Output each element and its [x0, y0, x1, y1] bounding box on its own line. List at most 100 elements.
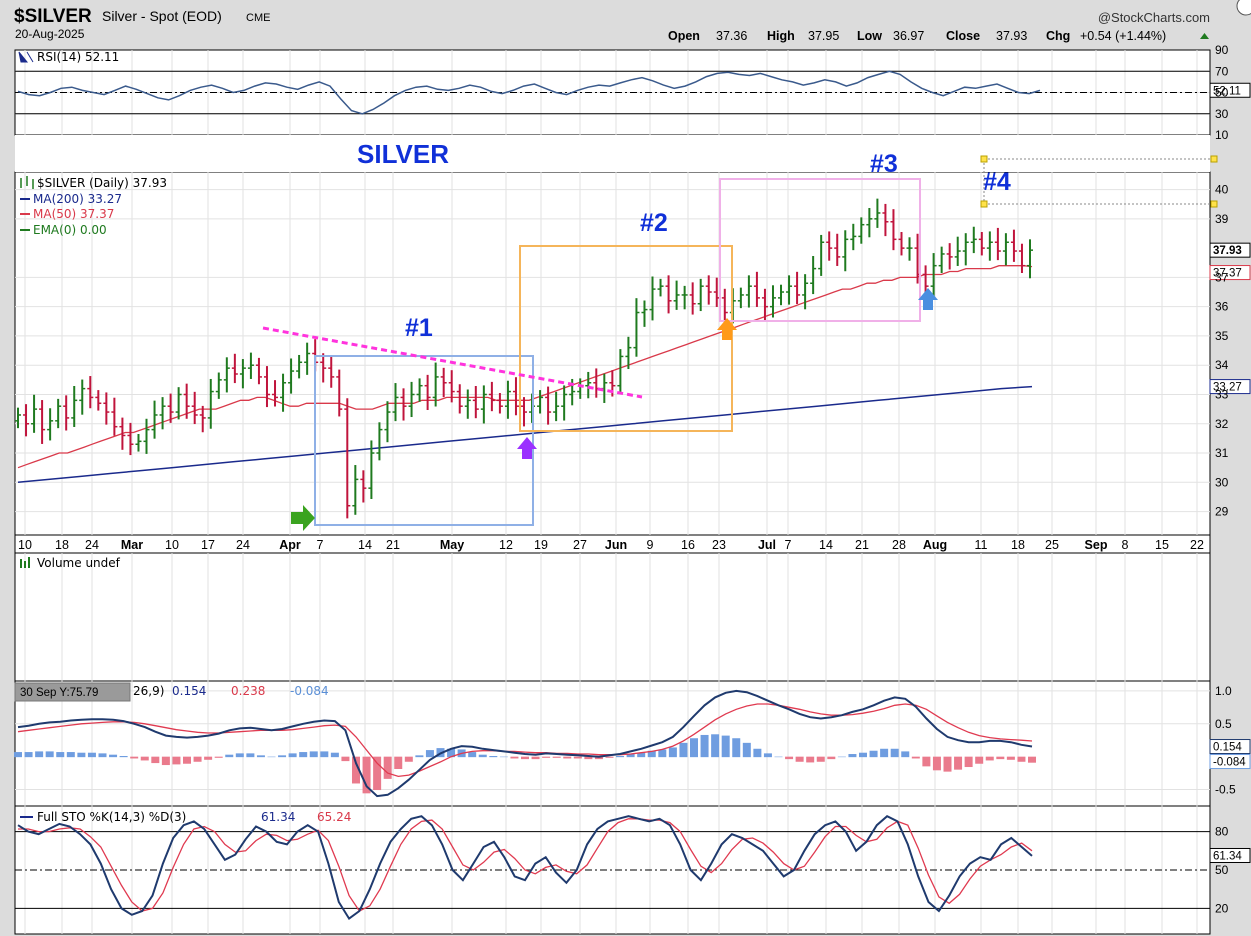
macd-hist-bar	[468, 752, 477, 758]
macd-hist-bar	[362, 756, 371, 794]
x-tick-label: 25	[1045, 538, 1059, 552]
macd-hist-bar	[901, 751, 910, 758]
box-3	[719, 178, 921, 322]
high-label: High	[767, 29, 795, 43]
macd-hist-bar	[98, 753, 107, 758]
sto-tick-label: 50	[1215, 863, 1229, 877]
macd-hist-bar	[880, 748, 889, 758]
macd-hist-bar	[309, 751, 318, 758]
macd-hist-bar	[626, 754, 635, 758]
rsi-layer: 52.11	[15, 70, 1251, 115]
macd-hist-bar	[299, 752, 308, 758]
wave-label-3: #3	[870, 150, 898, 178]
chg-label: Chg	[1046, 29, 1070, 43]
macd-tag-text: 0.154	[1213, 742, 1242, 754]
macd-legend-fragment: 26,9)	[133, 684, 164, 698]
macd-hist-bar	[753, 748, 762, 758]
macd-line	[17, 689, 1033, 798]
rsi-legend: RSI(14) 52.11	[37, 50, 119, 64]
macd-hist-bar	[225, 754, 234, 758]
axis-layer: 10 18 24 Mar 10 17 24 Apr 7 14 21 May 12 19 27 Jun 9 16 23…	[18, 43, 1236, 915]
macd-hist-bar	[278, 755, 287, 758]
macd-hist-bar	[763, 753, 772, 758]
macd-hist-bar	[563, 756, 572, 759]
corner-icon[interactable]	[1236, 0, 1251, 16]
arrow-right-green-icon	[291, 505, 315, 531]
x-tick-label: 18	[1011, 538, 1025, 552]
arrow-up-purple-icon	[517, 437, 537, 459]
volume-legend-icon	[20, 557, 30, 568]
sto-k-line	[17, 815, 1033, 921]
macd-tag	[1209, 739, 1251, 755]
macd-hist-bar	[890, 748, 899, 758]
macd-hist-bar	[373, 756, 382, 791]
x-tick-label: 15	[1155, 538, 1169, 552]
up-triangle-icon	[1200, 33, 1209, 39]
macd-hist-bar	[658, 749, 667, 758]
sto-tick-label: 80	[1215, 825, 1229, 839]
close-label: Close	[946, 29, 980, 43]
x-tick-label: 12	[499, 538, 513, 552]
wave-label-2: #2	[640, 209, 668, 237]
macd-hist-bar	[911, 756, 920, 759]
macd-hist-bar	[183, 756, 191, 764]
target-handle	[980, 200, 988, 208]
macd-hist-bar	[24, 752, 33, 758]
brand-link[interactable]: @StockCharts.com	[1098, 10, 1210, 25]
x-tick-label: 24	[85, 538, 99, 552]
macd-hist-bar	[267, 756, 276, 758]
macd-hist-bar	[109, 754, 118, 758]
price-tick-label: 30	[1215, 475, 1229, 489]
macd-hist-bar	[869, 750, 878, 758]
chart-title: SILVER	[357, 139, 449, 169]
macd-hist-bar	[795, 756, 804, 762]
sto-tag	[1209, 847, 1251, 863]
macd-hist-bar	[616, 756, 625, 758]
symbol: $SILVER	[14, 6, 92, 27]
price-legend-icon	[20, 176, 34, 189]
hist-tag	[1209, 754, 1251, 770]
arrow-up-orange-icon	[717, 318, 737, 340]
hist-value: -0.084	[290, 684, 329, 698]
arrow-up-blue-icon	[918, 288, 938, 310]
macd-hist-bar	[161, 756, 170, 766]
x-tick-label: 7	[785, 538, 792, 552]
macd-hist-bar	[352, 756, 360, 784]
price-tick-label: 35	[1215, 329, 1229, 343]
target-handle	[980, 155, 988, 163]
wave-label-1: #1	[405, 314, 433, 342]
macd-panel	[14, 680, 1211, 807]
x-tick-label: 8	[1122, 538, 1129, 552]
macd-hist-bar	[1028, 756, 1036, 763]
x-tick-label: 23	[712, 538, 726, 552]
macd-hist-bar	[816, 756, 825, 762]
macd-hist-bar	[700, 734, 709, 758]
open-label: Open	[668, 29, 700, 43]
macd-hist-bar	[140, 756, 149, 761]
hist-tag-text: -0.084	[1213, 757, 1246, 769]
sto-d-line	[18, 818, 1033, 912]
exchange: CME	[246, 12, 270, 24]
macd-hist-bar	[774, 756, 783, 758]
ma200-line	[17, 385, 1033, 484]
ema-legend: EMA(0) 0.00	[33, 223, 107, 237]
macd-tick-label: -0.5	[1215, 783, 1236, 797]
macd-hist-bar	[330, 752, 339, 758]
x-tick-label: 7	[317, 538, 324, 552]
macd-hist-bar	[499, 756, 508, 758]
macd-hist-bar	[56, 752, 65, 758]
sto-legend: Full STO %K(14,3) %D(3)	[37, 810, 186, 824]
price-tick-label: 39	[1215, 212, 1229, 226]
ma200-price-tag	[1209, 379, 1251, 395]
macd-hist-bar	[943, 756, 952, 772]
macd-hist-bar	[204, 756, 213, 760]
close-value: 37.93	[996, 29, 1027, 43]
macd-hist-bar	[193, 756, 202, 762]
macd-hist-bar	[404, 756, 413, 762]
x-tick-label: 17	[201, 538, 215, 552]
ma200-price-tag-text: 33.27	[1213, 382, 1242, 394]
stochastic-layer: 61.34	[15, 815, 1251, 921]
macd-hist-bar	[172, 756, 181, 765]
x-tick-label: 21	[386, 538, 400, 552]
macd-hist-bar	[679, 742, 688, 758]
